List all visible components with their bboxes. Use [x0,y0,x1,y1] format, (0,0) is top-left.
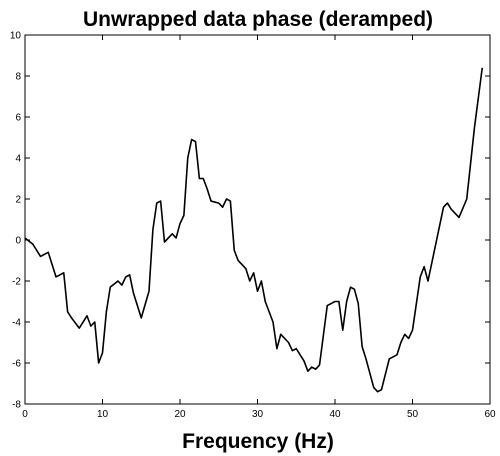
y-tick-label: -2 [12,277,21,288]
x-axis-label: Frequency (Hz) [182,430,334,453]
x-tick-label: 50 [407,409,419,420]
y-tick-label: -6 [12,359,21,370]
y-tick-label: 2 [15,195,21,206]
y-tick-label: 8 [15,72,21,83]
x-tick-label: 20 [174,409,186,420]
x-tick-label: 30 [252,409,264,420]
y-tick-label: 0 [15,236,21,247]
x-tick-label: 0 [22,409,28,420]
axes-frame [24,34,491,405]
x-tick-label: 10 [97,409,109,420]
y-tick-label: -4 [12,318,21,329]
y-tick-label: 6 [15,113,21,124]
x-tick-label: 60 [484,409,496,420]
y-tick-label: 10 [10,31,22,42]
y-tick-label: 4 [15,154,21,165]
y-tick-label: -8 [12,400,21,411]
data-line [24,67,484,393]
chart-title: Unwrapped data phase (deramped) [83,8,433,31]
x-tick-label: 40 [329,409,341,420]
